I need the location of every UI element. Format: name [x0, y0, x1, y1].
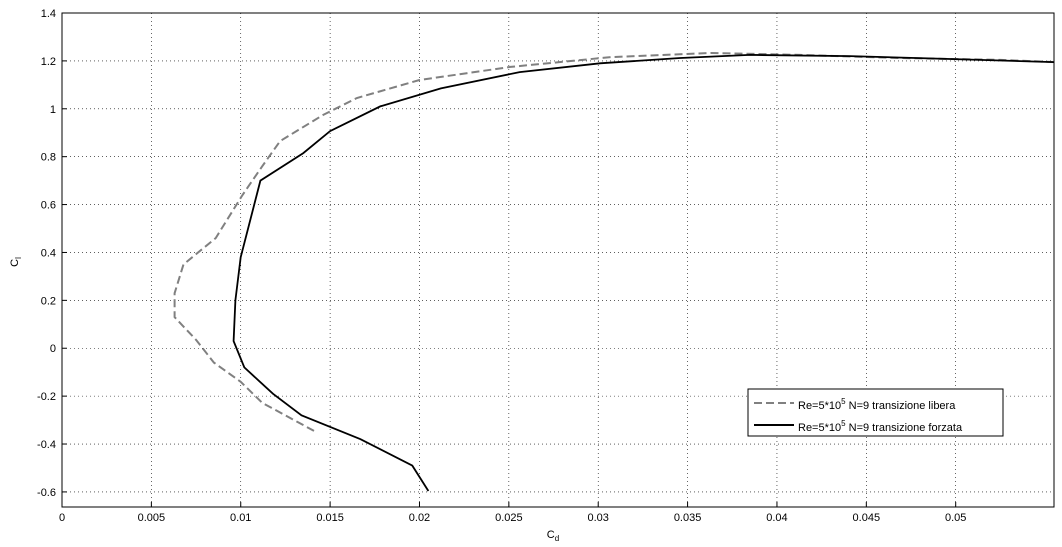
x-axis-label-sub: d [555, 534, 559, 543]
axes-box [61, 12, 1055, 508]
x-tick-label: 0.015 [316, 512, 344, 524]
y-axis-label-sub: l [14, 257, 23, 259]
y-axis-label: Cl [9, 257, 23, 267]
y-tick-label: -0.2 [37, 391, 56, 403]
y-axis-label-main: C [9, 259, 21, 267]
x-tick-label: 0.005 [138, 512, 166, 524]
legend-label-part: N=9 transizione libera [846, 400, 957, 412]
y-tick-label: 0.8 [41, 152, 56, 164]
series-line [232, 53, 1055, 492]
x-tick-label: 0.025 [495, 512, 523, 524]
y-tick-label: 0.6 [41, 200, 56, 212]
x-tick-label: 0 [59, 512, 65, 524]
x-axis-label: Cd [547, 529, 559, 543]
x-tick-label: 0.05 [945, 512, 966, 524]
legend-label-part: Re=5*10 [798, 400, 841, 412]
x-tick-label: 0.02 [409, 512, 430, 524]
legend-label-part: Re=5*10 [798, 422, 841, 434]
x-tick-label: 0.03 [588, 512, 609, 524]
legend-label-part: 5 [841, 419, 846, 428]
legend-label: Re=5*105 N=9 transizione libera [798, 397, 956, 412]
y-tick-label: 1.4 [41, 8, 56, 20]
y-tick-label: 0.2 [41, 295, 56, 307]
series-line [173, 51, 1055, 432]
y-tick-label: 0.4 [41, 247, 56, 259]
x-tick-label: 0.04 [766, 512, 787, 524]
x-tick-label: 0.01 [230, 512, 251, 524]
y-tick-label: 1 [50, 104, 56, 116]
y-tick-label: 0 [50, 343, 56, 355]
legend-label: Re=5*105 N=9 transizione forzata [798, 419, 963, 434]
x-tick-label: 0.045 [853, 512, 881, 524]
y-tick-label: -0.6 [37, 487, 56, 499]
x-axis-label-main: C [547, 529, 555, 541]
y-tick-label: -0.4 [37, 439, 56, 451]
x-tick-label: 0.035 [674, 512, 702, 524]
legend-box [747, 388, 1004, 437]
y-tick-label: 1.2 [41, 56, 56, 68]
legend-label-part: N=9 transizione forzata [846, 422, 963, 434]
legend-label-part: 5 [841, 397, 846, 406]
